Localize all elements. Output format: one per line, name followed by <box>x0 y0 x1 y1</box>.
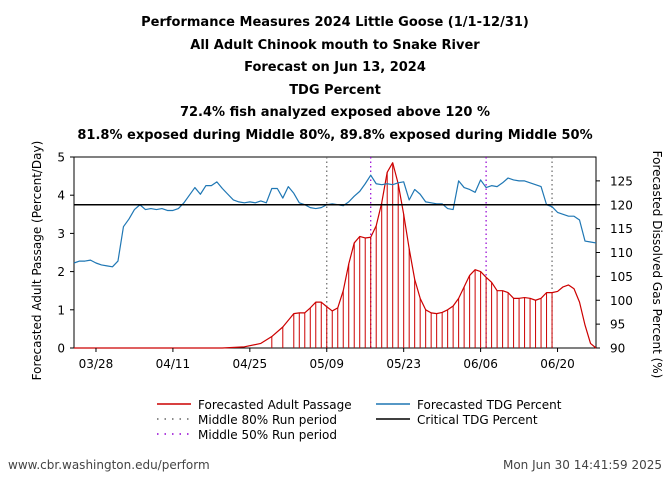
y-right-tick-label: 120 <box>610 198 633 212</box>
y-right-axis-label: Forecasted Dissolved Gas Percent (%) <box>650 151 664 379</box>
x-tick-label: 06/20 <box>540 357 575 371</box>
y-right-tick-label: 110 <box>610 246 633 260</box>
adult-passage-line <box>74 162 597 349</box>
footer-website: www.cbr.washington.edu/perform <box>8 458 210 472</box>
x-tick-label: 03/28 <box>79 357 114 371</box>
y-left-tick-label: 3 <box>57 227 65 241</box>
chart-subtitle-exposure-periods: 81.8% exposed during Middle 80%, 89.8% e… <box>77 127 593 143</box>
y-left-axis-label: Forecasted Adult Passage (Percent/Day) <box>30 141 44 381</box>
chart-title: Performance Measures 2024 Little Goose (… <box>141 15 529 30</box>
chart-titles: Performance Measures 2024 Little Goose (… <box>0 12 670 148</box>
legend-label: Middle 50% Run period <box>198 428 337 442</box>
plot-frame <box>73 156 597 349</box>
y-right-tick-label: 95 <box>610 318 625 332</box>
x-tick-label: 04/25 <box>233 357 268 371</box>
x-tick-label: 05/23 <box>386 357 421 371</box>
chart-subtitle-exposure-total: 72.4% fish analyzed exposed above 120 % <box>179 105 491 121</box>
chart-subtitle-measure: TDG Percent <box>289 82 381 98</box>
legend-label: Forecasted Adult Passage <box>198 398 352 412</box>
legend-label: Forecasted TDG Percent <box>417 398 562 412</box>
y-left-tick-label: 4 <box>57 189 65 203</box>
y-left-tick-label: 2 <box>57 265 65 279</box>
y-right-tick-label: 100 <box>610 294 633 308</box>
y-left-tick-label: 1 <box>57 303 65 317</box>
legend-label: Critical TDG Percent <box>417 413 538 427</box>
tdg-percent-line <box>73 174 597 268</box>
x-tick-label: 05/09 <box>309 357 344 371</box>
footer-timestamp: Mon Jun 30 14:41:59 2025 <box>502 458 662 472</box>
y-left-tick-label: 0 <box>57 342 65 356</box>
y-right-tick-label: 125 <box>610 174 633 188</box>
chart-subtitle-forecast-date: Forecast on Jun 13, 2024 <box>244 60 426 76</box>
y-right-tick-label: 105 <box>610 270 633 284</box>
x-tick-label: 06/06 <box>463 357 498 371</box>
legend-label: Middle 80% Run period <box>198 413 337 427</box>
x-tick-label: 04/11 <box>156 357 191 371</box>
y-right-tick-label: 90 <box>610 342 625 356</box>
chart-subtitle-species: All Adult Chinook mouth to Snake River <box>190 37 480 53</box>
y-left-tick-label: 5 <box>57 151 65 165</box>
y-right-tick-label: 115 <box>610 222 633 236</box>
